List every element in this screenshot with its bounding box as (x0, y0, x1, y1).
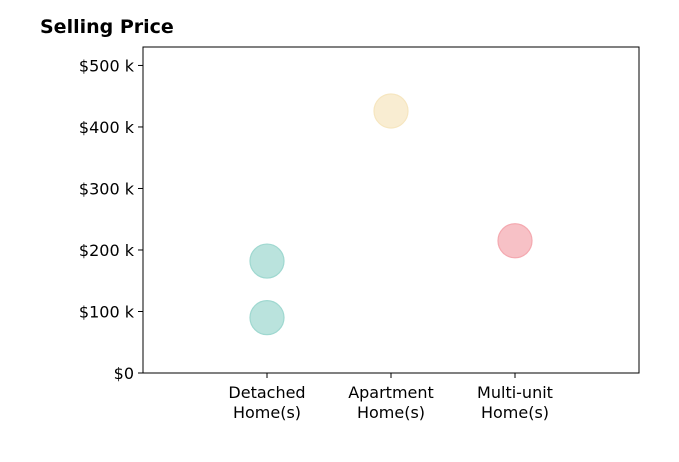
x-axis: DetachedHome(s)ApartmentHome(s)Multi-uni… (228, 373, 553, 422)
data-point (249, 243, 285, 279)
x-tick-label-line2: Home(s) (357, 403, 425, 422)
data-point (249, 300, 285, 336)
y-tick-label: $400 k (79, 118, 135, 137)
y-tick-label: $0 (114, 364, 134, 383)
data-point (373, 93, 409, 129)
x-tick-label-line1: Detached (228, 383, 305, 402)
chart-title: Selling Price (40, 16, 174, 38)
y-tick-label: $300 k (79, 179, 135, 198)
x-tick-label-line2: Home(s) (233, 403, 301, 422)
x-tick-label-line2: Home(s) (481, 403, 549, 422)
y-tick-label: $200 k (79, 241, 135, 260)
y-axis: $0 $100 k $200 k $300 k $400 k $500 k (79, 56, 143, 383)
y-tick-label: $500 k (79, 56, 135, 75)
data-points (249, 93, 533, 336)
data-point (497, 223, 533, 259)
y-tick-label: $100 k (79, 302, 135, 321)
x-tick-label-line1: Apartment (348, 383, 434, 402)
x-tick-label-line1: Multi-unit (477, 383, 553, 402)
